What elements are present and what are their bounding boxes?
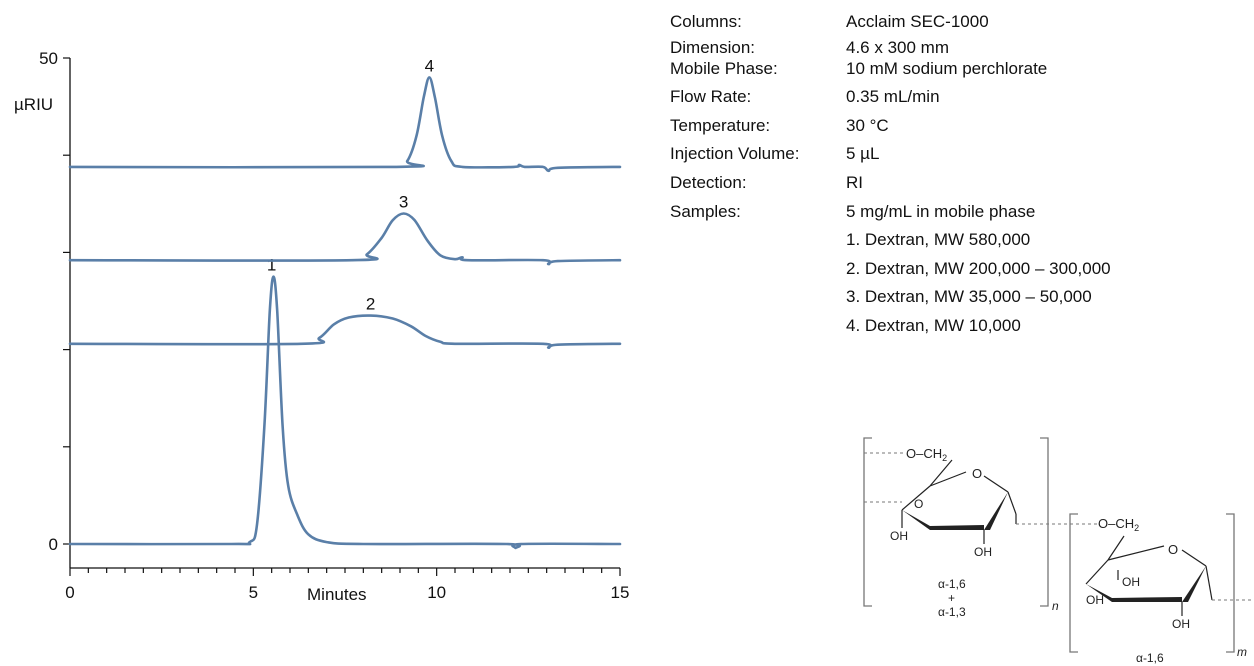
- left-open-bracket: [863, 437, 872, 607]
- svg-text:OH: OH: [1086, 593, 1104, 607]
- condition-row-injection-volume: Injection Volume: 5 µL: [670, 142, 1111, 166]
- condition-value: Acclaim SEC-1000: [846, 12, 989, 31]
- peak-label-1: 1: [267, 256, 276, 275]
- condition-value: 4.6 x 300 mm: [846, 37, 949, 57]
- right-open-bracket: [1069, 513, 1078, 653]
- x-tick-label: 15: [611, 583, 630, 602]
- condition-row-mobile-phase: Mobile Phase: 10 mM sodium perchlorate: [670, 57, 1111, 81]
- svg-text:O: O: [914, 497, 923, 511]
- traces: 1 2 3 4: [68, 56, 622, 550]
- conditions-panel: Columns: Acclaim SEC-1000 Dimension: 4.6 x…: [670, 10, 1111, 338]
- o-ch2-label: O–CH2: [1098, 516, 1139, 533]
- subscript-m: m: [1237, 645, 1247, 659]
- condition-key: Flow Rate:: [670, 87, 752, 107]
- axis-ticks: 0 5 10 15 0 50: [39, 49, 629, 602]
- left-glucose-ring: O–CH2 O O OH OH: [864, 446, 1100, 559]
- svg-text:O: O: [972, 466, 982, 481]
- condition-row-samples: Samples: 5 mg/mL in mobile phase: [670, 200, 1111, 224]
- condition-key: Columns:: [670, 12, 742, 31]
- trace-1: [68, 275, 622, 550]
- y-tick-label: 0: [49, 535, 58, 554]
- trace-4: [68, 76, 622, 173]
- condition-key: Mobile Phase:: [670, 58, 778, 78]
- condition-value: 10 mM sodium perchlorate: [846, 58, 1048, 78]
- svg-text:+: +: [948, 591, 955, 605]
- peak-label-4: 4: [425, 56, 434, 75]
- trace-2: [68, 314, 622, 349]
- sample-item: 3. Dextran, MW 35,000 – 50,000: [846, 287, 1092, 307]
- condition-key: Samples:: [670, 201, 741, 221]
- sample-item: 2. Dextran, MW 200,000 – 300,000: [846, 258, 1111, 278]
- svg-text:α-1,6: α-1,6: [1136, 651, 1164, 664]
- x-tick-label: 10: [427, 583, 446, 602]
- peak-label-2: 2: [366, 295, 375, 314]
- y-axis-unit: µRIU: [14, 95, 53, 114]
- svg-text:OH: OH: [974, 545, 992, 559]
- condition-row-detection: Detection: RI: [670, 171, 1111, 195]
- svg-text:OH: OH: [890, 529, 908, 543]
- right-close-bracket: [1226, 513, 1235, 653]
- condition-value: 0.35 mL/min: [846, 87, 940, 107]
- dextran-structure: n O–CH2 O O OH OH α-1,6 + α-1,3 m O–CH2 …: [863, 437, 1252, 664]
- y-tick-label: 50: [39, 49, 58, 68]
- condition-value: 30 °C: [846, 115, 889, 135]
- condition-key: Detection:: [670, 172, 747, 192]
- peak-label-3: 3: [399, 193, 408, 212]
- sample-item: 4. Dextran, MW 10,000: [846, 315, 1021, 335]
- condition-value: RI: [846, 172, 863, 192]
- subscript-n: n: [1052, 599, 1059, 613]
- chromatogram: 0 5 10 15 0 50 1 2 3 4 µRIU Minutes: [14, 49, 629, 604]
- sample-item: 1. Dextran, MW 580,000: [846, 230, 1031, 250]
- svg-text:OH: OH: [1122, 575, 1140, 589]
- svg-text:O: O: [1168, 542, 1178, 557]
- condition-key: Dimension:: [670, 37, 756, 57]
- condition-row-flow-rate: Flow Rate: 0.35 mL/min: [670, 85, 1111, 109]
- o-ch2-label: O–CH2: [906, 446, 947, 463]
- trace-3: [68, 212, 622, 266]
- condition-row-temperature: Temperature: 30 °C: [670, 114, 1111, 138]
- svg-text:α-1,6: α-1,6: [938, 577, 966, 591]
- condition-value: 5 mg/mL in mobile phase: [846, 201, 1036, 221]
- right-glucose-ring: O–CH2 O OH OH OH: [1085, 516, 1252, 631]
- condition-value: 5 µL: [846, 144, 880, 164]
- x-tick-label: 0: [65, 583, 74, 602]
- condition-row-dimension: Dimension: 4.6 x 300 mm: [670, 37, 1111, 57]
- svg-text:α-1,3: α-1,3: [938, 605, 966, 619]
- condition-key: Injection Volume:: [670, 144, 800, 164]
- x-tick-label: 5: [249, 583, 258, 602]
- left-close-bracket: [1040, 437, 1049, 607]
- svg-text:OH: OH: [1172, 617, 1190, 631]
- condition-row-columns: Columns: Acclaim SEC-1000: [670, 10, 1111, 34]
- condition-key: Temperature:: [670, 115, 771, 135]
- x-axis-label: Minutes: [307, 585, 367, 604]
